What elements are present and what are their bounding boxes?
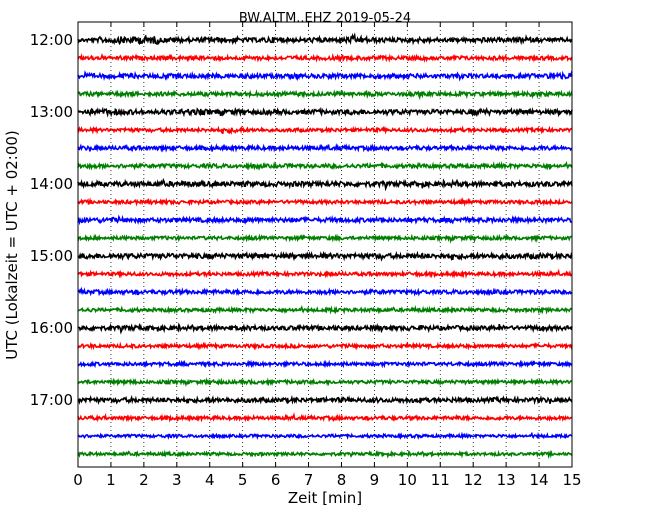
y-axis: 12:00 13:00 14:00 15:00 16:00 17:00 — [30, 31, 572, 409]
trace-1700 — [77, 394, 573, 406]
trace-layer — [77, 32, 573, 459]
x-tick-label: 11 — [431, 471, 450, 489]
plot-frame — [77, 21, 573, 468]
x-tick-label: 9 — [370, 471, 380, 489]
y-tick-label: 13:00 — [30, 103, 73, 121]
trace-1545 — [77, 304, 573, 315]
x-tick-label: 15 — [562, 471, 581, 489]
trace-1345 — [77, 161, 573, 171]
trace-1645 — [77, 377, 573, 387]
trace-1630 — [77, 359, 573, 369]
trace-1530 — [77, 286, 573, 297]
y-axis-label: UTC (Lokalzeit = UTC + 02:00) — [3, 130, 21, 360]
trace-1200 — [77, 32, 573, 46]
trace-1300 — [77, 106, 573, 118]
trace-1430 — [77, 214, 572, 226]
trace-1730 — [77, 431, 573, 441]
x-tick-label: 12 — [464, 471, 483, 489]
x-tick-label: 0 — [73, 471, 83, 489]
trace-1215 — [77, 52, 573, 63]
x-axis-label: Zeit [min] — [288, 489, 362, 507]
trace-1400 — [77, 177, 573, 192]
x-axis: 0 1 2 3 4 5 6 7 8 9 10 11 12 13 14 15 — [73, 22, 582, 489]
x-tick-label: 3 — [172, 471, 182, 489]
y-tick-label: 15:00 — [30, 247, 73, 265]
trace-1515 — [77, 268, 573, 279]
x-tick-label: 5 — [238, 471, 248, 489]
y-tick-label: 12:00 — [30, 31, 73, 49]
x-tick-label: 7 — [304, 471, 314, 489]
y-tick-label: 14:00 — [30, 175, 73, 193]
x-tick-label: 6 — [271, 471, 281, 489]
trace-1600 — [77, 322, 573, 335]
x-tick-label: 8 — [337, 471, 347, 489]
trace-1230 — [77, 69, 573, 82]
x-tick-label: 14 — [530, 471, 549, 489]
x-tick-label: 1 — [106, 471, 116, 489]
trace-1445 — [77, 233, 573, 244]
trace-1415 — [77, 197, 573, 207]
x-tick-label: 10 — [398, 471, 417, 489]
trace-1500 — [77, 250, 573, 262]
trace-1330 — [77, 142, 573, 153]
trace-1715 — [77, 412, 573, 423]
x-tick-label: 4 — [205, 471, 215, 489]
trace-1245 — [77, 89, 573, 101]
y-tick-label: 17:00 — [30, 391, 73, 409]
x-tick-label: 13 — [497, 471, 516, 489]
x-tick-label: 2 — [139, 471, 149, 489]
chart-title: BW.ALTM..EHZ 2019-05-24 — [238, 11, 412, 26]
trace-1615 — [77, 341, 573, 351]
trace-1745 — [77, 449, 573, 459]
trace-1315 — [77, 125, 572, 136]
y-tick-label: 16:00 — [30, 319, 73, 337]
